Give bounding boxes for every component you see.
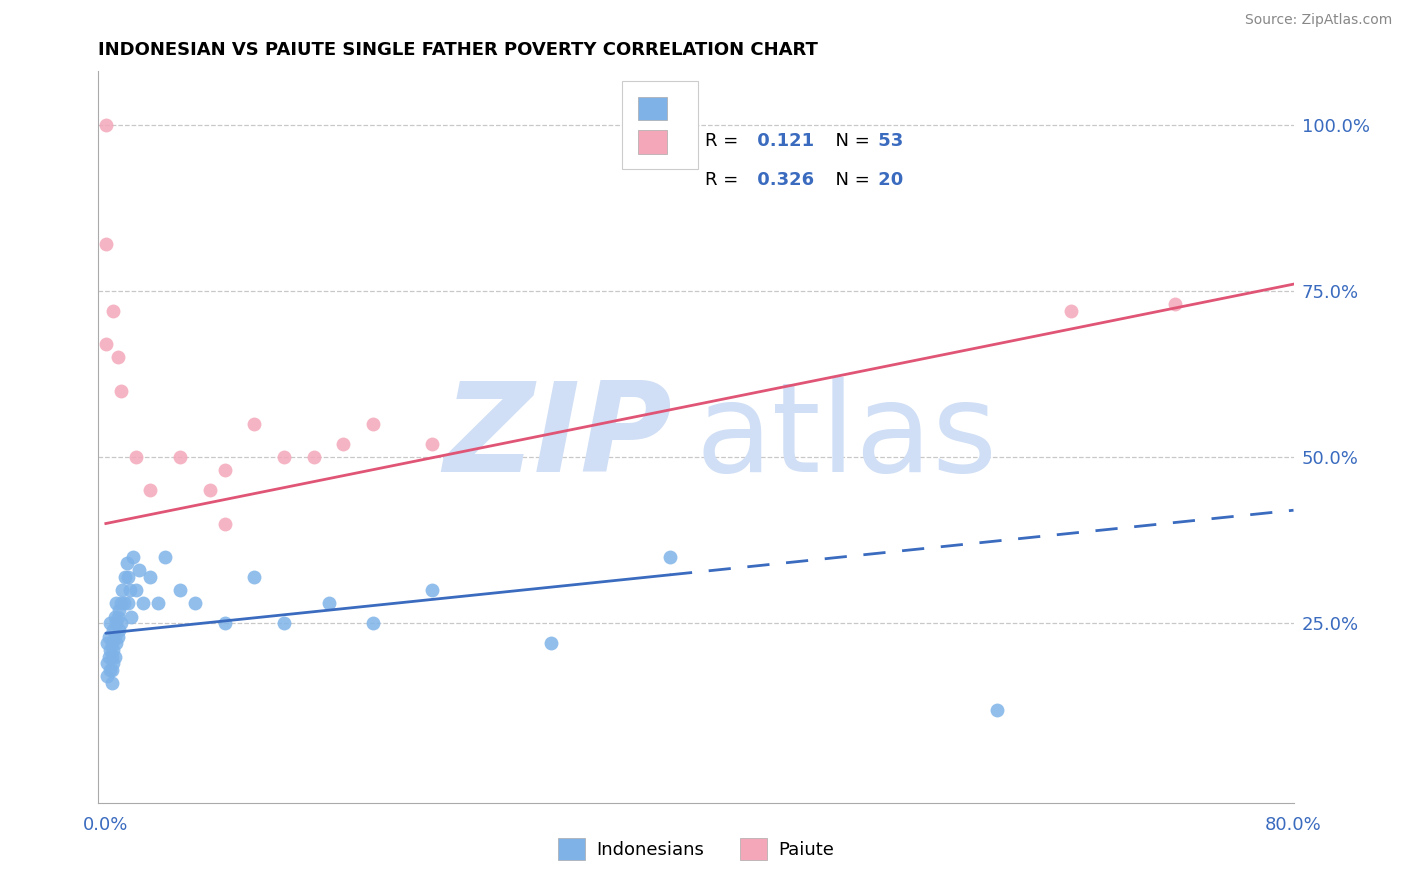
- Point: [121, 549, 143, 564]
- Point: [169, 450, 191, 464]
- Text: 20: 20: [872, 171, 904, 189]
- Point: [101, 636, 124, 650]
- Point: [139, 483, 162, 498]
- Point: [1060, 303, 1083, 318]
- Point: [120, 609, 142, 624]
- Point: [96, 669, 118, 683]
- Text: N =: N =: [824, 171, 876, 189]
- Point: [118, 582, 141, 597]
- Point: [108, 603, 131, 617]
- Point: [101, 649, 124, 664]
- Point: [422, 436, 444, 450]
- Point: [108, 623, 131, 637]
- Text: Source: ZipAtlas.com: Source: ZipAtlas.com: [1244, 13, 1392, 28]
- Point: [110, 596, 132, 610]
- Point: [96, 656, 118, 670]
- Point: [184, 596, 207, 610]
- Text: atlas: atlas: [696, 376, 998, 498]
- Text: 53: 53: [872, 133, 904, 151]
- Point: [114, 570, 136, 584]
- Point: [105, 616, 128, 631]
- Point: [302, 450, 325, 464]
- Point: [659, 549, 682, 564]
- Point: [117, 596, 139, 610]
- Point: [103, 656, 125, 670]
- Point: [105, 636, 128, 650]
- Text: R =: R =: [704, 171, 744, 189]
- Point: [112, 596, 135, 610]
- Point: [422, 582, 444, 597]
- Point: [332, 436, 354, 450]
- Point: [104, 630, 127, 644]
- Point: [198, 483, 221, 498]
- Point: [110, 616, 132, 631]
- Point: [104, 609, 127, 624]
- Point: [139, 570, 162, 584]
- Point: [96, 636, 118, 650]
- Point: [97, 630, 120, 644]
- Point: [318, 596, 340, 610]
- Point: [540, 636, 562, 650]
- Point: [273, 616, 295, 631]
- Point: [128, 563, 150, 577]
- Point: [132, 596, 155, 610]
- Point: [105, 596, 128, 610]
- Text: N =: N =: [824, 133, 876, 151]
- Point: [107, 609, 129, 624]
- Point: [124, 450, 146, 464]
- Text: 0.121: 0.121: [751, 133, 814, 151]
- Point: [361, 616, 384, 631]
- Point: [94, 118, 117, 132]
- Point: [101, 663, 124, 677]
- Point: [98, 643, 121, 657]
- Point: [98, 663, 121, 677]
- Point: [103, 623, 125, 637]
- Text: ZIP: ZIP: [443, 376, 672, 498]
- Legend: Indonesians, Paiute: Indonesians, Paiute: [551, 830, 841, 867]
- Point: [169, 582, 191, 597]
- Point: [214, 516, 236, 531]
- Point: [214, 616, 236, 631]
- Point: [98, 616, 121, 631]
- Point: [101, 676, 124, 690]
- Point: [104, 649, 127, 664]
- Point: [243, 570, 266, 584]
- Point: [146, 596, 169, 610]
- Text: INDONESIAN VS PAIUTE SINGLE FATHER POVERTY CORRELATION CHART: INDONESIAN VS PAIUTE SINGLE FATHER POVER…: [98, 41, 818, 59]
- Point: [115, 557, 138, 571]
- Point: [243, 417, 266, 431]
- Point: [97, 649, 120, 664]
- Text: R =: R =: [704, 133, 744, 151]
- Point: [107, 630, 129, 644]
- Text: 0.326: 0.326: [751, 171, 814, 189]
- Point: [107, 351, 129, 365]
- Point: [117, 570, 139, 584]
- Point: [361, 417, 384, 431]
- Point: [94, 337, 117, 351]
- Point: [103, 643, 125, 657]
- Point: [155, 549, 177, 564]
- Point: [111, 582, 134, 597]
- Point: [1164, 297, 1187, 311]
- Point: [103, 303, 125, 318]
- Point: [986, 703, 1008, 717]
- Point: [214, 463, 236, 477]
- Point: [273, 450, 295, 464]
- Point: [124, 582, 146, 597]
- Point: [94, 237, 117, 252]
- Point: [110, 384, 132, 398]
